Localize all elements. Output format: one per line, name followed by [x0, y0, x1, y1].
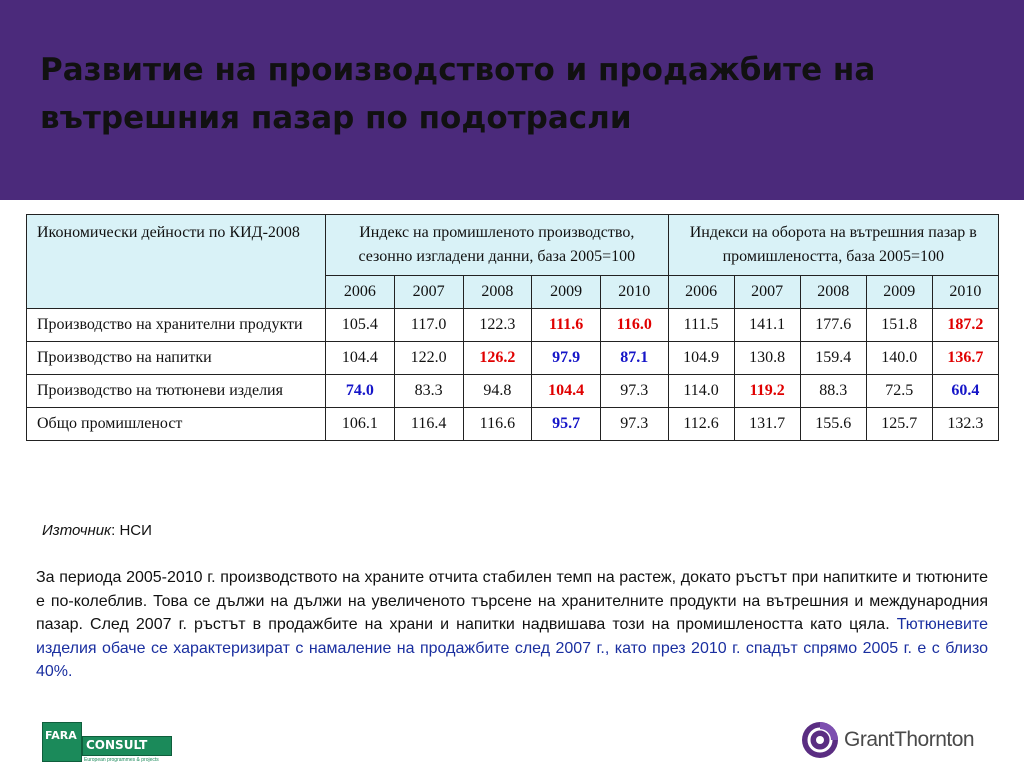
table-header-row-years: 2006 2007 2008 2009 2010 2006 2007 2008 2009 2010	[27, 275, 1000, 309]
table-cell: 116.0	[600, 308, 669, 342]
table-cell: 94.8	[462, 374, 533, 408]
row-label: Производство на напитки	[26, 341, 326, 375]
table-cell: 87.1	[600, 341, 669, 375]
column-header-year: 2007	[733, 275, 801, 309]
table-cell: 125.7	[865, 407, 933, 441]
column-header-year: 2008	[462, 275, 533, 309]
table-cell: 106.1	[325, 407, 395, 441]
source-label: Източник	[42, 522, 112, 539]
header-band	[0, 0, 1024, 200]
table-cell: 141.1	[733, 308, 801, 342]
table-cell: 136.7	[931, 341, 1000, 375]
column-header-year: 2010	[931, 275, 1000, 309]
column-header-year: 2009	[531, 275, 601, 309]
grant-thornton-emblem-icon	[802, 722, 838, 758]
table-cell: 132.3	[931, 407, 1000, 441]
table-header: Икономически дейности по КИД-2008 Индекс…	[26, 214, 1000, 309]
column-header-year: 2010	[600, 275, 669, 309]
table-cell: 151.8	[865, 308, 933, 342]
table-cell: 97.3	[600, 407, 669, 441]
fara-logo-box	[42, 722, 82, 762]
row-label: Производство на тютюневи изделия	[26, 374, 326, 408]
summary-text: За периода 2005-2010 г. производството н…	[36, 569, 988, 633]
table-cell: 104.4	[325, 341, 395, 375]
grant-thornton-text: GrantThornton	[844, 728, 975, 751]
table-cell: 104.4	[531, 374, 601, 408]
column-header-year: 2008	[799, 275, 867, 309]
table-row: Общо промишленост 106.1 116.4 116.6 95.7 97.3…	[26, 407, 1000, 441]
source-value: : НСИ	[111, 522, 152, 539]
table-cell: 104.9	[667, 341, 735, 375]
table-cell: 60.4	[931, 374, 1000, 408]
table-cell: 97.9	[531, 341, 601, 375]
summary-paragraph: За периода 2005-2010 г. производството н…	[36, 566, 988, 684]
table-cell: 140.0	[865, 341, 933, 375]
table-cell: 155.6	[799, 407, 867, 441]
table-cell: 122.3	[462, 308, 533, 342]
fara-logo-text: FARA	[45, 729, 77, 742]
table-cell: 88.3	[799, 374, 867, 408]
table-body: Производство на хранителни продукти 105.4…	[26, 308, 1000, 441]
table-row: Производство на хранителни продукти 105.4…	[26, 308, 1000, 342]
table-cell: 111.6	[531, 308, 601, 342]
table-cell: 119.2	[733, 374, 801, 408]
consult-logo-text: CONSULT	[86, 738, 148, 752]
column-header-year: 2006	[325, 275, 395, 309]
column-header-year: 2006	[667, 275, 735, 309]
table-cell: 122.0	[393, 341, 464, 375]
row-label: Общо промишленост	[26, 407, 326, 441]
column-header-turnover-index: Индекси на оборота на вътрешния пазар в …	[667, 214, 1000, 276]
table-cell: 130.8	[733, 341, 801, 375]
row-label: Производство на хранителни продукти	[26, 308, 326, 342]
table-cell: 97.3	[600, 374, 669, 408]
fara-logo-tagline: European programmes & projects	[84, 757, 159, 763]
table-cell: 111.5	[667, 308, 735, 342]
table-header-row-groups: Икономически дейности по КИД-2008 Индекс…	[26, 214, 1000, 309]
column-header-activity: Икономически дейности по КИД-2008	[26, 214, 326, 309]
table-row: Производство на напитки 104.4 122.0 126.2 97…	[26, 341, 1000, 375]
page-title: Развитие на производството и продажбите …	[40, 52, 876, 136]
fara-consult-logo: FARA CONSULT European programmes & proje…	[42, 722, 174, 763]
grant-thornton-logo: GrantThornton	[800, 720, 1000, 764]
table-cell: 74.0	[325, 374, 395, 408]
column-header-year: 2007	[393, 275, 464, 309]
table-cell: 159.4	[799, 341, 867, 375]
table-cell: 105.4	[325, 308, 395, 342]
consult-logo-box	[82, 736, 172, 756]
table-cell: 117.0	[393, 308, 464, 342]
data-table: Икономически дейности по КИД-2008 Индекс…	[26, 214, 1000, 441]
column-header-year: 2009	[865, 275, 933, 309]
table-cell: 131.7	[733, 407, 801, 441]
source-note: Източник: НСИ	[42, 522, 152, 539]
table-cell: 187.2	[931, 308, 1000, 342]
table-cell: 126.2	[462, 341, 533, 375]
table-cell: 116.4	[393, 407, 464, 441]
table-cell: 112.6	[667, 407, 735, 441]
table-cell: 177.6	[799, 308, 867, 342]
table-cell: 116.6	[462, 407, 533, 441]
table-cell: 95.7	[531, 407, 601, 441]
table-cell: 72.5	[865, 374, 933, 408]
table-row: Производство на тютюневи изделия 74.0 83.3…	[26, 374, 1000, 408]
table-cell: 83.3	[393, 374, 464, 408]
summary-highlight: Тютюневите изделия обаче се характеризир…	[36, 616, 988, 680]
column-header-production-index: Индекс на промишленото производство, сез…	[325, 214, 669, 276]
table-cell: 114.0	[667, 374, 735, 408]
